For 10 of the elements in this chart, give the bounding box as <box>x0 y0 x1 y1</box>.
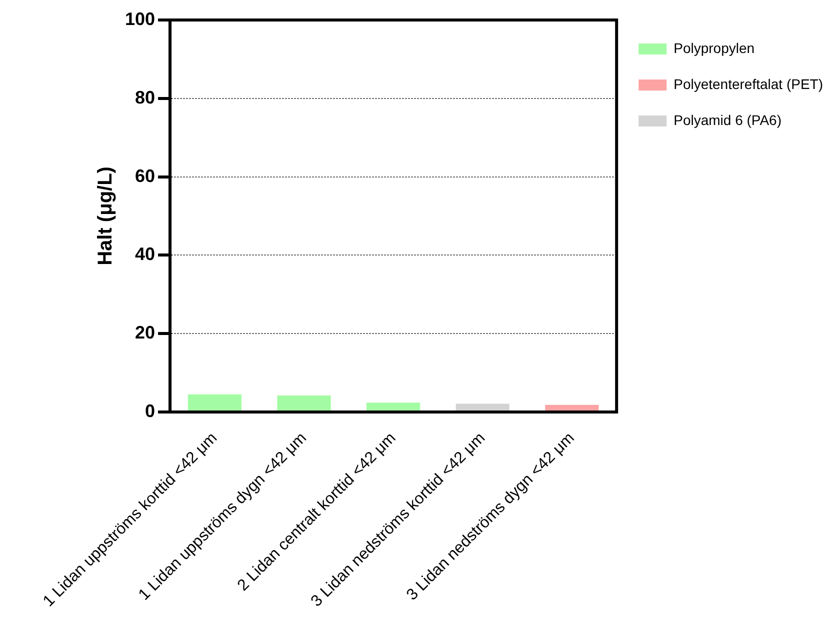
legend-label: Polypropylen <box>674 40 755 56</box>
y-tick-label: 100 <box>124 8 156 29</box>
y-tick-label: 80 <box>135 87 156 108</box>
legend-label: Polyetentereftalat (PET) <box>674 76 824 92</box>
y-tick-label: 40 <box>135 244 156 264</box>
y-tick-label: 20 <box>135 322 156 343</box>
legend-label: Polyamid 6 (PA6) <box>674 112 782 128</box>
y-tick-label: 0 <box>145 400 156 421</box>
y-tick-label: 60 <box>135 166 156 186</box>
y-axis-title: Halt (μg/L) <box>94 166 117 266</box>
